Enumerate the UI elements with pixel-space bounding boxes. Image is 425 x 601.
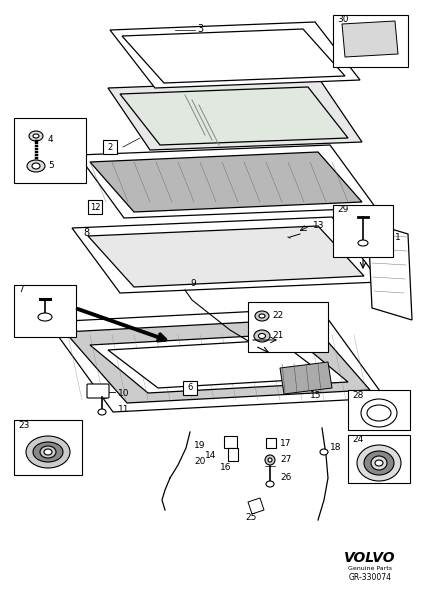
Ellipse shape: [258, 334, 266, 338]
Ellipse shape: [266, 481, 274, 487]
Ellipse shape: [357, 445, 401, 481]
Bar: [103, 140, 117, 154]
Ellipse shape: [29, 131, 43, 141]
Ellipse shape: [38, 313, 52, 321]
Ellipse shape: [265, 455, 275, 465]
Text: Genuine Parts: Genuine Parts: [348, 567, 392, 572]
Text: 13: 13: [313, 222, 325, 231]
Polygon shape: [90, 152, 362, 212]
Bar: [88, 200, 102, 214]
Polygon shape: [368, 222, 412, 320]
Text: 4: 4: [48, 135, 54, 144]
Ellipse shape: [26, 436, 70, 468]
Polygon shape: [48, 308, 385, 412]
Text: 28: 28: [352, 391, 363, 400]
Ellipse shape: [32, 163, 40, 169]
Ellipse shape: [33, 134, 39, 138]
Text: 14: 14: [205, 451, 216, 460]
Bar: [348, 390, 410, 430]
Ellipse shape: [361, 399, 397, 427]
Text: 16: 16: [220, 463, 232, 472]
Polygon shape: [342, 21, 398, 57]
Ellipse shape: [320, 449, 328, 455]
Ellipse shape: [364, 451, 394, 475]
Polygon shape: [72, 217, 380, 293]
Bar: [14, 420, 82, 475]
Text: 5: 5: [48, 162, 54, 171]
Text: 15: 15: [310, 391, 321, 400]
Polygon shape: [280, 362, 332, 394]
Text: 24: 24: [352, 436, 363, 445]
Polygon shape: [65, 319, 370, 403]
Ellipse shape: [40, 446, 56, 458]
Text: VOLVO: VOLVO: [344, 551, 396, 565]
Text: 10: 10: [118, 388, 130, 397]
Bar: [224, 436, 237, 448]
Text: 12: 12: [90, 203, 100, 212]
Ellipse shape: [98, 409, 106, 415]
Polygon shape: [108, 80, 362, 150]
Text: 29: 29: [337, 206, 348, 215]
Bar: [333, 15, 408, 67]
Polygon shape: [120, 87, 348, 145]
Text: 19: 19: [194, 442, 206, 451]
Ellipse shape: [259, 314, 265, 318]
Ellipse shape: [33, 442, 63, 462]
Polygon shape: [122, 29, 345, 83]
Text: 9: 9: [190, 278, 196, 287]
Text: 11: 11: [118, 406, 130, 415]
Bar: [266, 438, 276, 448]
Text: 22: 22: [272, 311, 283, 320]
Text: 6: 6: [187, 383, 193, 392]
Text: 21: 21: [272, 332, 283, 341]
Bar: [183, 381, 197, 395]
Text: 23: 23: [18, 421, 29, 430]
Polygon shape: [88, 226, 364, 287]
Text: 25: 25: [245, 513, 256, 522]
Ellipse shape: [371, 456, 387, 470]
FancyBboxPatch shape: [87, 384, 109, 398]
Bar: [248, 302, 328, 352]
Ellipse shape: [367, 405, 391, 421]
Polygon shape: [110, 22, 360, 88]
Text: 17: 17: [280, 439, 292, 448]
Text: 27: 27: [280, 456, 292, 465]
Text: 30: 30: [337, 16, 348, 25]
Text: 26: 26: [280, 474, 292, 483]
Polygon shape: [90, 334, 348, 393]
Ellipse shape: [44, 449, 52, 455]
Text: GR-330074: GR-330074: [348, 573, 391, 582]
Text: 8: 8: [83, 228, 89, 238]
Text: 2: 2: [108, 142, 113, 151]
Ellipse shape: [375, 460, 383, 466]
Polygon shape: [78, 145, 376, 218]
Bar: [14, 285, 76, 337]
Polygon shape: [108, 340, 328, 388]
Ellipse shape: [255, 311, 269, 321]
Text: 1: 1: [395, 234, 401, 242]
Text: 7: 7: [18, 285, 24, 294]
Bar: [348, 435, 410, 483]
Bar: [228, 448, 238, 461]
Ellipse shape: [358, 240, 368, 246]
Text: 18: 18: [330, 444, 342, 453]
Ellipse shape: [268, 458, 272, 462]
Ellipse shape: [27, 160, 45, 172]
Text: 20: 20: [194, 457, 205, 466]
Bar: [333, 205, 393, 257]
Bar: [14, 118, 86, 183]
Polygon shape: [248, 498, 264, 514]
Text: 3: 3: [197, 24, 203, 34]
Ellipse shape: [254, 330, 270, 342]
